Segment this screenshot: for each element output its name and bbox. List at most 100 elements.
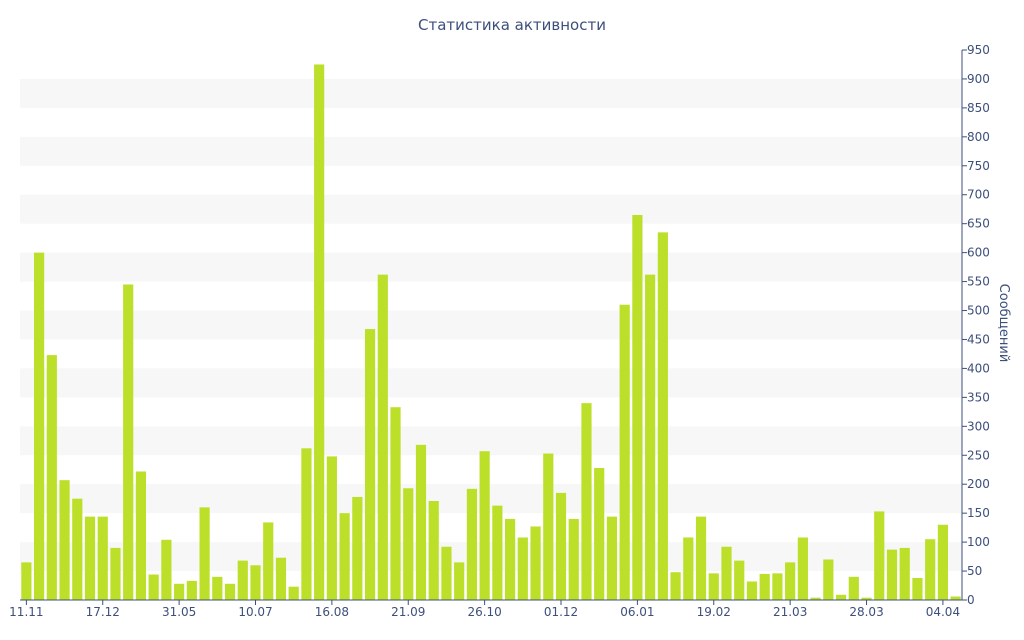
- y-axis: 0 50 100 150 200 250 300 350 400 450 500 550 600 650 7…: [961, 43, 990, 607]
- x-tick-label: 01.12: [544, 605, 578, 619]
- y-tick-label: 450: [967, 332, 990, 346]
- bar[interactable]: [937, 524, 948, 600]
- y-tick-label: 350: [967, 390, 990, 404]
- bar[interactable]: [581, 403, 592, 600]
- bar[interactable]: [72, 498, 83, 600]
- bar[interactable]: [110, 547, 121, 600]
- bar[interactable]: [84, 516, 96, 600]
- bar[interactable]: [46, 355, 57, 600]
- bar[interactable]: [670, 572, 681, 600]
- bar[interactable]: [237, 560, 248, 600]
- bar[interactable]: [135, 471, 147, 600]
- bar[interactable]: [377, 274, 388, 600]
- bar[interactable]: [708, 573, 719, 600]
- bar[interactable]: [555, 492, 567, 600]
- bar[interactable]: [224, 583, 236, 600]
- bar[interactable]: [275, 557, 287, 600]
- bar[interactable]: [505, 518, 516, 600]
- bar[interactable]: [594, 468, 605, 600]
- bar[interactable]: [568, 518, 579, 600]
- bar[interactable]: [415, 444, 427, 600]
- bar[interactable]: [34, 252, 45, 600]
- bar[interactable]: [606, 516, 618, 600]
- bar[interactable]: [530, 526, 541, 600]
- bar[interactable]: [517, 537, 528, 600]
- bar[interactable]: [314, 64, 325, 600]
- bar[interactable]: [759, 573, 770, 600]
- bar[interactable]: [543, 453, 554, 600]
- bar[interactable]: [403, 488, 414, 600]
- bar[interactable]: [721, 546, 732, 600]
- y-tick-label: 0: [967, 593, 975, 607]
- x-tick-label: 04.04: [926, 605, 960, 619]
- y-tick-label: 700: [967, 188, 990, 202]
- y-tick-label: 400: [967, 361, 990, 375]
- bar[interactable]: [21, 562, 32, 600]
- bar[interactable]: [695, 516, 707, 600]
- bar[interactable]: [454, 562, 465, 600]
- bar[interactable]: [912, 578, 923, 600]
- bar[interactable]: [250, 565, 261, 600]
- bar[interactable]: [301, 448, 312, 600]
- bar[interactable]: [479, 451, 490, 600]
- x-tick-label: 31.05: [162, 605, 196, 619]
- bar[interactable]: [772, 573, 783, 600]
- bar[interactable]: [148, 574, 159, 600]
- bar[interactable]: [874, 511, 885, 600]
- y-tick-label: 500: [967, 304, 990, 318]
- bar[interactable]: [797, 537, 808, 600]
- bar[interactable]: [199, 507, 210, 600]
- bars: [21, 64, 961, 601]
- y-tick-label: 850: [967, 101, 990, 115]
- bar[interactable]: [810, 597, 821, 600]
- bar[interactable]: [390, 407, 401, 600]
- bar[interactable]: [352, 496, 363, 600]
- bar[interactable]: [123, 284, 134, 600]
- y-tick-label: 600: [967, 246, 990, 260]
- bar[interactable]: [619, 304, 630, 600]
- grid-band: [20, 136, 962, 166]
- bar[interactable]: [59, 480, 70, 600]
- bar[interactable]: [632, 215, 643, 600]
- bar[interactable]: [886, 549, 898, 600]
- bar[interactable]: [835, 594, 847, 600]
- bar[interactable]: [263, 522, 274, 600]
- bar[interactable]: [186, 580, 197, 600]
- bar[interactable]: [364, 329, 376, 600]
- bar[interactable]: [950, 596, 961, 600]
- grid-bands: [20, 78, 962, 572]
- bar[interactable]: [861, 597, 872, 600]
- bar[interactable]: [161, 539, 172, 600]
- bar[interactable]: [428, 501, 439, 600]
- bar[interactable]: [925, 539, 936, 600]
- bar[interactable]: [288, 586, 299, 600]
- grid-band: [20, 310, 962, 340]
- bar[interactable]: [683, 537, 694, 600]
- bar[interactable]: [212, 576, 223, 600]
- bar[interactable]: [848, 576, 859, 600]
- bar[interactable]: [97, 516, 108, 600]
- x-tick-label: 28.03: [849, 605, 883, 619]
- bar[interactable]: [174, 583, 185, 600]
- grid-band: [20, 252, 962, 282]
- bar[interactable]: [466, 488, 477, 600]
- y-tick-label: 250: [967, 448, 990, 462]
- x-tick-label: 16.08: [315, 605, 349, 619]
- bar[interactable]: [823, 559, 834, 600]
- x-tick-label: 21.09: [391, 605, 425, 619]
- bar[interactable]: [746, 581, 758, 600]
- y-tick-label: 150: [967, 506, 990, 520]
- bar[interactable]: [492, 505, 503, 600]
- bar[interactable]: [441, 546, 452, 600]
- bar[interactable]: [899, 547, 910, 600]
- x-tick-label: 19.02: [697, 605, 731, 619]
- y-tick-label: 800: [967, 130, 990, 144]
- bar[interactable]: [734, 560, 745, 600]
- bar[interactable]: [785, 562, 796, 600]
- bar[interactable]: [657, 232, 668, 601]
- y-tick-label: 750: [967, 159, 990, 173]
- bar[interactable]: [339, 513, 350, 600]
- bar[interactable]: [645, 274, 656, 600]
- bar[interactable]: [326, 456, 337, 600]
